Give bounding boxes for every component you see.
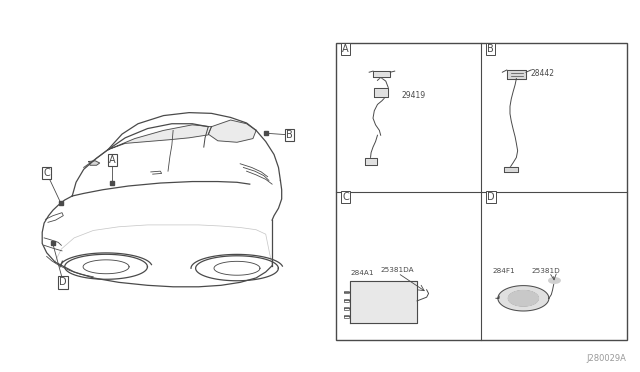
Polygon shape bbox=[507, 70, 526, 78]
Text: B: B bbox=[286, 130, 292, 140]
Bar bbox=[344, 307, 349, 310]
Polygon shape bbox=[373, 71, 390, 77]
Polygon shape bbox=[374, 88, 388, 97]
Bar bbox=[356, 298, 376, 308]
Text: 29419: 29419 bbox=[401, 91, 425, 100]
Polygon shape bbox=[84, 150, 108, 167]
Bar bbox=[356, 310, 376, 320]
Polygon shape bbox=[350, 280, 417, 323]
Polygon shape bbox=[89, 161, 100, 165]
Text: C: C bbox=[342, 192, 349, 202]
Text: 284F1: 284F1 bbox=[493, 268, 515, 274]
Polygon shape bbox=[498, 286, 549, 311]
Text: C: C bbox=[44, 168, 50, 178]
Bar bbox=[344, 299, 349, 302]
Polygon shape bbox=[108, 125, 211, 150]
Bar bbox=[336, 43, 627, 340]
Text: 28442: 28442 bbox=[531, 69, 554, 78]
Text: D: D bbox=[60, 278, 67, 287]
Polygon shape bbox=[504, 167, 518, 172]
Text: 25381DA: 25381DA bbox=[381, 267, 414, 273]
Polygon shape bbox=[208, 120, 256, 142]
Text: A: A bbox=[342, 44, 349, 54]
Bar bbox=[382, 305, 408, 320]
Polygon shape bbox=[365, 158, 378, 165]
Text: B: B bbox=[488, 44, 494, 54]
Text: D: D bbox=[487, 192, 495, 202]
Polygon shape bbox=[508, 291, 538, 306]
Text: 284A1: 284A1 bbox=[350, 270, 374, 276]
Bar bbox=[344, 291, 349, 294]
Bar bbox=[344, 315, 349, 318]
Text: J280029A: J280029A bbox=[587, 354, 627, 363]
Text: A: A bbox=[109, 155, 116, 165]
Text: 25381D: 25381D bbox=[531, 268, 560, 274]
Ellipse shape bbox=[548, 278, 560, 283]
